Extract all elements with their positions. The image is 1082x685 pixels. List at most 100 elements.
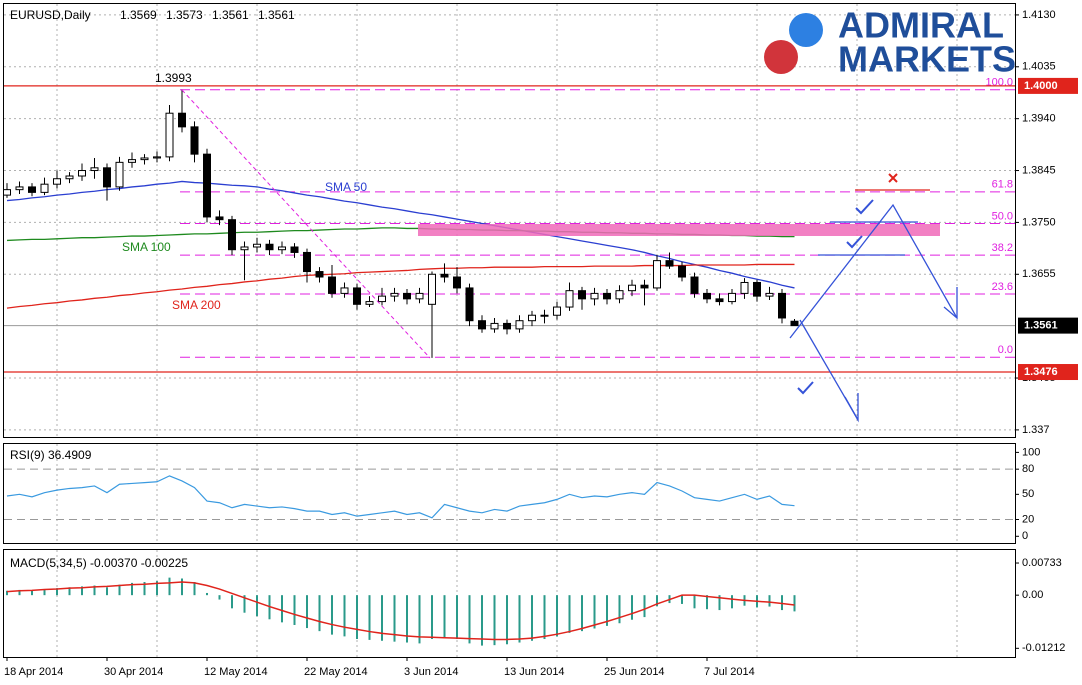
scenario-path-up xyxy=(789,203,958,339)
price-box xyxy=(1018,364,1078,381)
histogram-bar xyxy=(718,595,721,611)
candle-body xyxy=(253,243,261,248)
candle-body xyxy=(578,290,586,300)
histogram-bar xyxy=(143,582,146,596)
check-mark xyxy=(855,199,874,215)
check-mark xyxy=(846,235,863,249)
arrow-head xyxy=(844,393,859,423)
histogram-bar xyxy=(518,595,521,643)
candle-body xyxy=(740,281,749,294)
macd-title: MACD(5,34,5) -0.00370 -0.00225 xyxy=(10,556,188,570)
candle-body xyxy=(628,284,636,292)
swing-high-label: 1.3993 xyxy=(155,71,192,85)
histogram-bar xyxy=(681,595,683,604)
histogram-bar xyxy=(781,595,783,611)
candle-body xyxy=(640,284,649,289)
candle-body xyxy=(53,178,61,185)
y-tick-label: 1.3940 xyxy=(1022,113,1056,125)
x-tick-label: 18 Apr 2014 xyxy=(4,666,63,678)
candle-body xyxy=(515,320,524,330)
histogram-bar xyxy=(581,595,583,632)
candle-body xyxy=(565,290,574,308)
histogram-bar xyxy=(418,595,421,644)
candle-body xyxy=(40,183,49,193)
candle-body xyxy=(528,314,536,322)
histogram-bar xyxy=(131,582,133,596)
candle-body xyxy=(203,153,211,218)
logo-dot-red xyxy=(764,40,798,74)
y-tick-label: 100 xyxy=(1022,446,1040,458)
y-tick-label: 1.4130 xyxy=(1022,9,1056,21)
candle-body xyxy=(228,219,236,251)
candle-body xyxy=(728,292,736,303)
candle-body xyxy=(115,161,124,188)
sma-line xyxy=(6,263,795,309)
rsi-panel-frame xyxy=(3,443,1016,544)
histogram-bar xyxy=(56,588,58,596)
y-tick-label: 0 xyxy=(1022,530,1028,542)
logo-line-1: ADMIRAL xyxy=(838,5,1004,46)
candle-body xyxy=(765,292,774,297)
x-tick-label: 25 Jun 2014 xyxy=(604,666,665,678)
rsi-title: RSI(9) 36.4909 xyxy=(10,448,92,462)
y-tick-label: 80 xyxy=(1022,463,1034,475)
x-tick-label: 7 Jul 2014 xyxy=(704,666,755,678)
y-tick-label: 1.3655 xyxy=(1022,268,1056,280)
candle-body xyxy=(465,287,474,322)
header-high: 1.3573 xyxy=(166,8,203,22)
logo-line-2: MARKETS xyxy=(838,39,1016,80)
fib-label: 38.2 xyxy=(992,242,1013,254)
stop-mark xyxy=(888,173,898,183)
candle-body xyxy=(240,246,249,251)
histogram-bar xyxy=(556,595,558,637)
histogram-bar xyxy=(568,595,571,633)
x-tick-label: 30 Apr 2014 xyxy=(104,666,163,678)
candle-body xyxy=(128,159,136,163)
candle-body xyxy=(165,112,174,158)
histogram-bar xyxy=(456,595,458,640)
sma-line xyxy=(6,180,795,289)
candle-body xyxy=(353,287,361,305)
histogram-bar xyxy=(656,595,658,607)
candle-body xyxy=(715,298,724,303)
candle-body xyxy=(678,265,686,278)
histogram-bar xyxy=(156,581,158,596)
histogram-bar xyxy=(768,595,771,607)
candle-body xyxy=(540,314,549,317)
histogram-bar xyxy=(343,595,346,637)
header-close: 1.3561 xyxy=(258,8,295,22)
histogram-bar xyxy=(431,595,433,640)
resistance-zone xyxy=(418,224,940,236)
x-tick-label: 13 Jun 2014 xyxy=(504,666,565,678)
histogram-bar xyxy=(368,595,371,640)
candle-body xyxy=(415,292,424,300)
histogram-bar xyxy=(318,595,321,632)
histogram-bar xyxy=(31,590,33,596)
candle-body xyxy=(3,189,11,196)
histogram-bar xyxy=(306,595,308,629)
candle-body xyxy=(490,322,499,330)
candle-body xyxy=(140,157,149,161)
candle-body xyxy=(428,273,436,305)
y-tick-label: 0.00733 xyxy=(1022,557,1062,569)
histogram-bar xyxy=(243,595,246,613)
histogram-bar xyxy=(593,595,596,629)
histogram-bar xyxy=(393,595,396,642)
histogram-bar xyxy=(543,595,546,640)
arrow-head xyxy=(943,287,958,320)
candle-body xyxy=(553,306,561,316)
candle-body xyxy=(653,260,661,289)
histogram-bar xyxy=(68,587,71,596)
histogram-bar xyxy=(331,595,333,635)
histogram-bar xyxy=(481,595,483,646)
scenario-arrows xyxy=(789,199,958,423)
histogram-bar xyxy=(731,595,733,609)
candle-body xyxy=(690,276,699,294)
histogram-bar xyxy=(6,590,8,596)
main-panel-frame xyxy=(3,3,1016,438)
histogram-bar xyxy=(118,584,121,596)
candle-body xyxy=(603,292,611,300)
histogram-bar xyxy=(493,595,496,646)
